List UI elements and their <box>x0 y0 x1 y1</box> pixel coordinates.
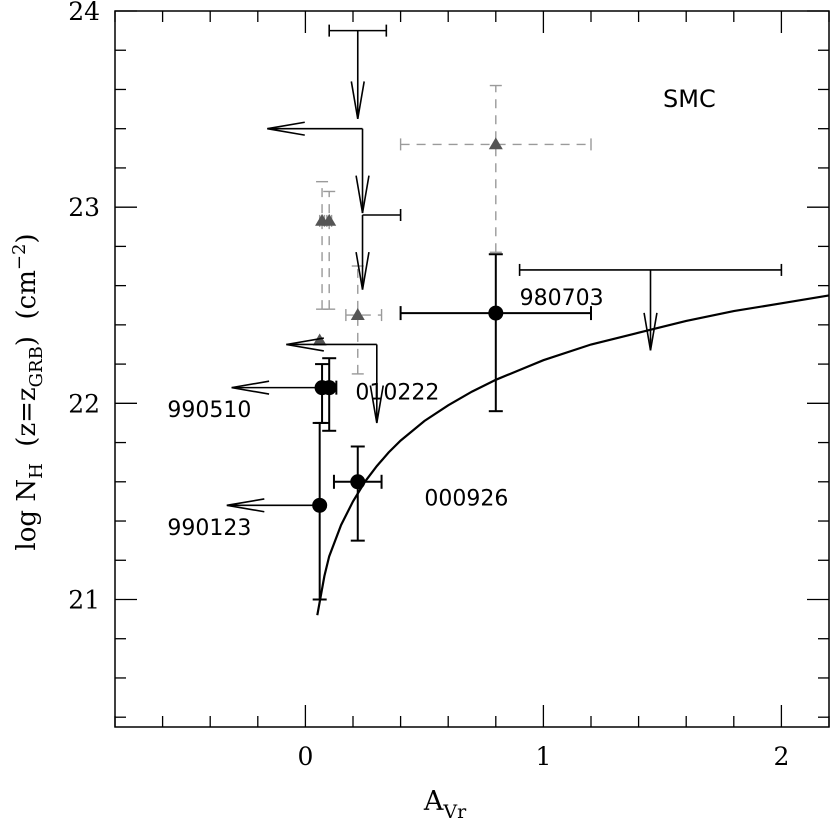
y-tick-labels: 21 22 23 24 <box>68 0 100 614</box>
y-tick-label: 23 <box>68 193 100 222</box>
y-axis-title-post: ) (cm <box>12 270 42 346</box>
x-tick-label: 1 <box>535 742 551 771</box>
upper-limits-layer <box>226 24 783 513</box>
y-axis-title-post-sup: −2 <box>9 244 30 271</box>
upper-limit-arrow-down-head <box>355 175 370 214</box>
upper-limit-arrow-down-head <box>350 81 365 120</box>
upper-limit-arrow-left-head <box>226 498 265 513</box>
y-tick-label: 22 <box>68 389 100 418</box>
detections-layer <box>312 253 592 601</box>
upper-limit-arrow-left-head <box>286 337 324 352</box>
smc-model-curve <box>316 294 830 616</box>
upper-limit-arrow-down-head <box>355 251 370 290</box>
y-axis-title-pre: log N <box>12 479 42 551</box>
detection-marker-990123 <box>312 497 328 513</box>
x-axis-title-main: A <box>423 786 444 817</box>
detection-marker-990510 <box>314 380 330 396</box>
x-tick-label: 2 <box>773 742 789 771</box>
annotations-layer: 000926 980703 010222 990510 990123 <box>167 286 603 541</box>
triangle-marker <box>322 213 337 226</box>
y-axis-title-end: ) <box>12 233 42 243</box>
model-curve-layer <box>316 294 830 616</box>
y-axis-title-mid: (z=z <box>12 387 42 463</box>
grb-label-990123: 990123 <box>167 516 251 541</box>
triangle-marker <box>488 137 503 150</box>
grb-label-980703: 980703 <box>520 286 604 311</box>
upper-limit-arrow-down-head <box>369 385 385 424</box>
grb-label-010222: 010222 <box>355 380 439 405</box>
plot-border <box>114 10 830 728</box>
detection-marker-980703 <box>488 305 504 321</box>
upper-limit-arrow-left-head <box>267 121 305 136</box>
x-axis-title-sub: Vr <box>442 801 467 818</box>
model-label: SMC <box>663 85 716 113</box>
y-axis-title-pre-sub: H <box>26 463 47 479</box>
x-tick-label: 0 <box>297 742 313 771</box>
y-tick-label: 21 <box>68 585 100 614</box>
triangle-marker <box>350 308 365 320</box>
x-axis-title: AVr <box>423 786 467 818</box>
y-axis-title-mid-sub: GRB <box>26 346 47 387</box>
x-tick-labels: 0 1 2 <box>297 742 789 771</box>
axis-ticks <box>114 10 830 727</box>
y-tick-label: 24 <box>68 0 100 26</box>
plot-frame <box>114 10 830 728</box>
upper-limit-arrow-down-head <box>643 312 658 351</box>
y-axis-title: log NH (z=zGRB) (cm−2) <box>9 233 47 550</box>
grb-label-990510: 990510 <box>167 398 251 423</box>
detection-marker-000926 <box>350 474 366 490</box>
upper-limit-arrow-left-head <box>231 380 270 395</box>
grb-label-000926: 000926 <box>424 486 508 511</box>
